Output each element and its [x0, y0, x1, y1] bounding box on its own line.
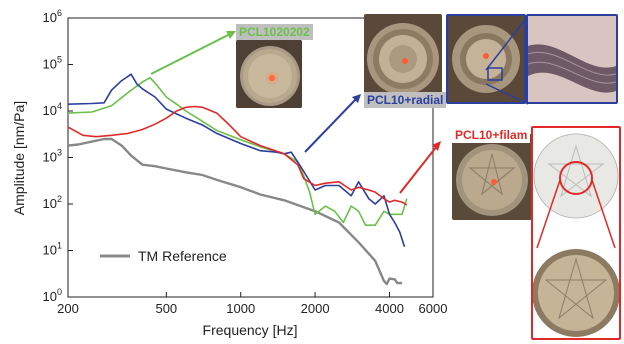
photo-radial-detail-image: [448, 16, 524, 102]
photo-pcl10-radial-detail: [446, 14, 526, 104]
y-tick-label: 103: [43, 148, 62, 165]
y-tick-label: 105: [43, 55, 62, 72]
arrow-blue-head: [352, 94, 361, 103]
x-axis-ticks: 200 500 1000 2000 4000 6000: [57, 292, 447, 316]
arrow-blue: [304, 97, 358, 153]
x-tick-label: 4000: [375, 301, 404, 316]
label-pcl10-radial: PCL10+radial: [364, 92, 447, 108]
series-layer: [67, 73, 408, 286]
photo-pcl10-radial-zoom: [526, 14, 618, 104]
x-tick-label: 6000: [419, 301, 448, 316]
x-tick-label: 2000: [301, 301, 330, 316]
y-tick-label: 102: [43, 194, 62, 211]
x-tick-label: 1000: [226, 301, 255, 316]
y-tick-label: 100: [43, 287, 62, 304]
x-tick-label: 500: [155, 301, 177, 316]
photo-filam-membrane-image: [452, 134, 532, 220]
y-tick-label: 101: [43, 241, 62, 258]
x-axis-title: Frequency [Hz]: [203, 322, 298, 338]
zoom-lines-blue: [485, 15, 529, 105]
photo-membrane-image: [236, 40, 302, 108]
label-pcl10-filam: PCL10+filam: [452, 127, 531, 143]
photo-radial-membrane-image: [364, 14, 442, 104]
annotation-arrows: [150, 31, 441, 194]
y-tick-label: 106: [43, 8, 62, 25]
series-line-pcl10-filam: [67, 105, 408, 206]
label-pcl1020202: PCL1020202: [236, 24, 313, 40]
photo-pcl10-filam: [452, 134, 532, 220]
series-line-tm-reference: [67, 137, 403, 286]
y-axis-ticks: 100 101 102 103 104 105 106: [43, 8, 73, 304]
y-axis-title: Amplitude [nm/Pa]: [11, 101, 27, 215]
x-tick-label: 200: [57, 301, 79, 316]
arrow-red-head: [432, 141, 441, 151]
photo-radial-zoom-image: [528, 16, 616, 102]
arrow-green-head: [226, 31, 236, 39]
arrow-red: [399, 145, 438, 194]
photo-pcl1020202: [236, 40, 302, 108]
legend: TM Reference: [100, 248, 227, 264]
photo-pcl10-radial: [364, 14, 442, 104]
y-tick-label: 104: [43, 101, 62, 118]
legend-label-tm-reference: TM Reference: [138, 248, 227, 264]
photo-pcl10-filam-frame: [531, 126, 621, 340]
arrow-green: [150, 32, 233, 75]
photo-filam-detail-image: [533, 133, 619, 337]
